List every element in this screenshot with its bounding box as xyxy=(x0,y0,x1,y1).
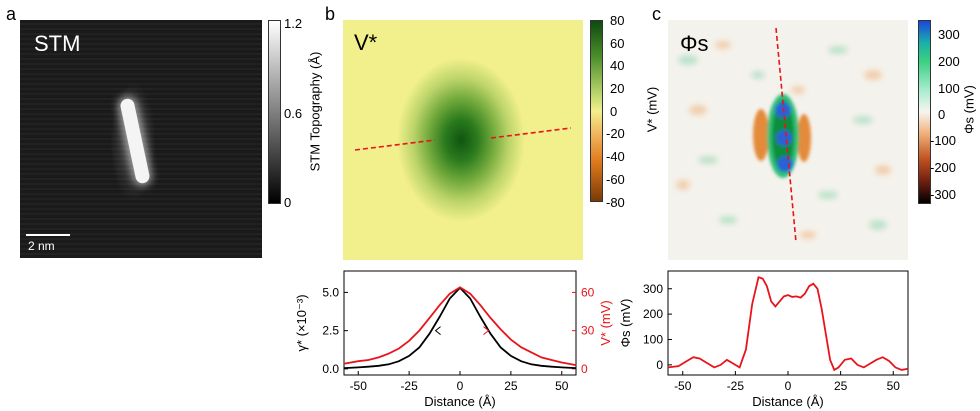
v-star-colorbar-tick: -60 xyxy=(606,172,625,187)
v-star-colorbar-title: V* (mV) xyxy=(644,86,660,133)
v-star-colorbar-tick: 40 xyxy=(610,58,625,73)
scale-bar-label: 2 nm xyxy=(28,239,55,253)
y-axis-label: γ* (×10⁻³) xyxy=(294,294,309,351)
phi-s-colorbar-tick: -100 xyxy=(930,133,957,148)
phi-s-colorbar-tick: 100 xyxy=(938,81,960,96)
stm-colorbar-tick: 0 xyxy=(284,195,292,210)
v-star-colorbar-tick: -20 xyxy=(606,126,625,141)
y-tick-label: 0 xyxy=(656,358,663,372)
v-star-cut-lines xyxy=(354,127,572,151)
plot-frame xyxy=(667,270,909,376)
series-line xyxy=(667,276,909,372)
phi-s-pattern xyxy=(676,27,891,243)
panel-letter-c: c xyxy=(652,4,661,24)
x-tick-label: 0 xyxy=(457,379,464,393)
y2-tick-label: 30 xyxy=(581,324,595,338)
y-tick-label: 0.0 xyxy=(322,362,339,376)
left-axis-arrow xyxy=(434,326,441,336)
stm-colorbar-tick: 0.6 xyxy=(284,106,303,121)
v-star-colorbar-tick: -80 xyxy=(606,195,625,210)
v-star-colorbar-tick: 80 xyxy=(610,13,625,28)
x-tick-label: 25 xyxy=(834,379,848,393)
v-star-colorbar-tick: 20 xyxy=(610,81,625,96)
stm-colorbar-title: STM Topography (Å) xyxy=(307,51,323,172)
y-tick-label: 200 xyxy=(643,307,663,321)
y2-tick-label: 0 xyxy=(581,362,588,376)
phi-s-colorbar-tick: 300 xyxy=(938,27,960,42)
v-star-colorbar-tick: 0 xyxy=(610,104,618,119)
series-line xyxy=(343,286,577,369)
panel-letter-b: b xyxy=(325,4,336,24)
phi-s-colorbar-tick: 0 xyxy=(938,107,946,122)
v-star-colorbar-tick: 60 xyxy=(610,36,625,51)
x-tick-label: 0 xyxy=(785,379,792,393)
stm-topography-map: STM 2 nm xyxy=(20,20,262,258)
x-axis-label: Distance (Å) xyxy=(752,394,824,409)
phi-s-label: Φs xyxy=(680,31,709,56)
v-star-map: V* xyxy=(343,20,583,260)
stm-label: STM xyxy=(34,31,81,56)
x-tick-label: -25 xyxy=(400,379,418,393)
y-tick-label: 100 xyxy=(643,332,663,346)
v-star-colorbar-tick: -40 xyxy=(606,149,625,164)
y-tick-label: 5.0 xyxy=(322,285,339,299)
x-tick-label: -50 xyxy=(674,379,692,393)
panel-letter-a: a xyxy=(6,4,17,24)
v-star-label: V* xyxy=(354,30,378,55)
phi-s-cut-line xyxy=(775,27,797,243)
phi-s-map: Φs xyxy=(668,20,908,260)
x-axis-label: Distance (Å) xyxy=(424,394,496,409)
phi-s-colorbar-tick: 200 xyxy=(938,54,960,69)
x-tick-label: -25 xyxy=(727,379,745,393)
y2-axis-label: V* (mV) xyxy=(598,300,613,346)
y-axis-label: Φs (mV) xyxy=(618,299,633,348)
y-tick-label: 2.5 xyxy=(322,324,339,338)
phi-s-colorbar-title: Φs (mV) xyxy=(961,85,977,134)
phi-s-profile-chart: -50 -25 0 25 50 0 100 200 300 Distance (Å) Φs (mV) xyxy=(618,270,909,409)
y-tick-label: 300 xyxy=(643,282,663,296)
right-axis-arrow xyxy=(483,326,490,336)
x-tick-label: 50 xyxy=(555,379,569,393)
phi-s-colorbar-tick: -200 xyxy=(930,160,957,175)
stm-colorbar-tick: 1.2 xyxy=(284,16,303,31)
x-tick-label: -50 xyxy=(350,379,368,393)
phi-s-colorbar xyxy=(918,20,931,204)
stm-colorbar xyxy=(268,20,281,204)
series-line xyxy=(343,286,577,366)
x-tick-label: 50 xyxy=(887,379,901,393)
v-star-colorbar xyxy=(590,20,603,202)
x-tick-label: 25 xyxy=(504,379,518,393)
phi-s-colorbar-tick: -300 xyxy=(930,187,957,202)
y2-tick-label: 60 xyxy=(581,285,595,299)
scale-bar xyxy=(26,234,70,236)
